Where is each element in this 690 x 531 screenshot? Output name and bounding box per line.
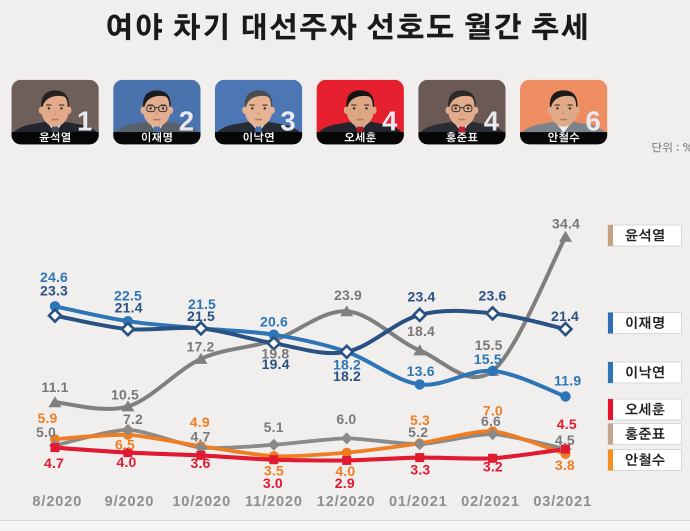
svg-text:15.5: 15.5 xyxy=(474,351,502,367)
svg-text:7.2: 7.2 xyxy=(123,411,143,427)
svg-text:3.6: 3.6 xyxy=(190,455,210,471)
svg-text:13.6: 13.6 xyxy=(407,363,435,379)
svg-text:11.9: 11.9 xyxy=(554,373,581,389)
svg-text:4.7: 4.7 xyxy=(44,455,64,471)
svg-text:03/2021: 03/2021 xyxy=(533,494,592,510)
svg-text:19.4: 19.4 xyxy=(262,356,290,372)
svg-text:18.2: 18.2 xyxy=(333,356,361,372)
svg-text:3.8: 3.8 xyxy=(555,457,575,473)
svg-text:5.1: 5.1 xyxy=(264,419,284,435)
svg-text:19.8: 19.8 xyxy=(261,345,289,361)
svg-text:3.3: 3.3 xyxy=(410,461,430,477)
svg-text:5.9: 5.9 xyxy=(37,410,57,426)
svg-text:5.2: 5.2 xyxy=(408,424,428,440)
svg-text:4.0: 4.0 xyxy=(335,463,355,479)
svg-text:4.0: 4.0 xyxy=(116,454,136,470)
svg-text:3: 3 xyxy=(280,106,295,137)
svg-text:4.5: 4.5 xyxy=(555,432,575,448)
svg-text:18.4: 18.4 xyxy=(407,323,435,339)
svg-text:4.9: 4.9 xyxy=(190,414,210,430)
svg-text:6.6: 6.6 xyxy=(481,413,501,429)
svg-text:15.5: 15.5 xyxy=(475,337,503,353)
svg-text:5.3: 5.3 xyxy=(410,412,430,428)
svg-text:23.4: 23.4 xyxy=(407,288,435,304)
svg-text:4.7: 4.7 xyxy=(190,429,210,445)
svg-text:18.2: 18.2 xyxy=(333,368,361,384)
svg-text:4: 4 xyxy=(484,106,500,137)
svg-text:6.0: 6.0 xyxy=(336,411,356,427)
svg-text:10/2020: 10/2020 xyxy=(172,494,231,510)
svg-text:21.4: 21.4 xyxy=(551,308,579,324)
svg-text:3.2: 3.2 xyxy=(483,458,503,474)
svg-text:21.5: 21.5 xyxy=(188,296,216,312)
svg-text:2.9: 2.9 xyxy=(335,475,355,491)
svg-text:2: 2 xyxy=(179,106,194,137)
svg-text:11.1: 11.1 xyxy=(41,379,68,395)
svg-text:9/2020: 9/2020 xyxy=(105,494,155,510)
svg-text:21.4: 21.4 xyxy=(115,300,143,316)
svg-text:6.5: 6.5 xyxy=(115,437,135,453)
svg-text:10.5: 10.5 xyxy=(111,387,139,403)
svg-text:11/2020: 11/2020 xyxy=(245,494,303,510)
svg-text:12/2020: 12/2020 xyxy=(317,494,376,510)
svg-text:01/2021: 01/2021 xyxy=(389,494,448,510)
svg-text:23.9: 23.9 xyxy=(334,287,362,303)
svg-text:8/2020: 8/2020 xyxy=(32,494,82,510)
svg-text:23.6: 23.6 xyxy=(478,288,506,304)
svg-text:20.6: 20.6 xyxy=(260,314,288,330)
svg-text:4.5: 4.5 xyxy=(557,416,577,432)
svg-text:34.4: 34.4 xyxy=(552,216,580,232)
svg-text:23.3: 23.3 xyxy=(40,283,68,299)
svg-text:17.2: 17.2 xyxy=(186,339,214,355)
svg-text:22.5: 22.5 xyxy=(114,288,142,304)
svg-text:3.5: 3.5 xyxy=(264,462,284,478)
svg-text:6: 6 xyxy=(586,106,601,137)
svg-text:3.0: 3.0 xyxy=(263,475,283,491)
svg-text:24.6: 24.6 xyxy=(40,269,68,285)
svg-text:1: 1 xyxy=(77,106,92,137)
svg-text:5.0: 5.0 xyxy=(36,424,56,440)
svg-text:02/2021: 02/2021 xyxy=(461,494,520,510)
svg-text:21.5: 21.5 xyxy=(187,308,215,324)
svg-text:4: 4 xyxy=(382,106,398,137)
svg-text:7.0: 7.0 xyxy=(483,402,503,418)
